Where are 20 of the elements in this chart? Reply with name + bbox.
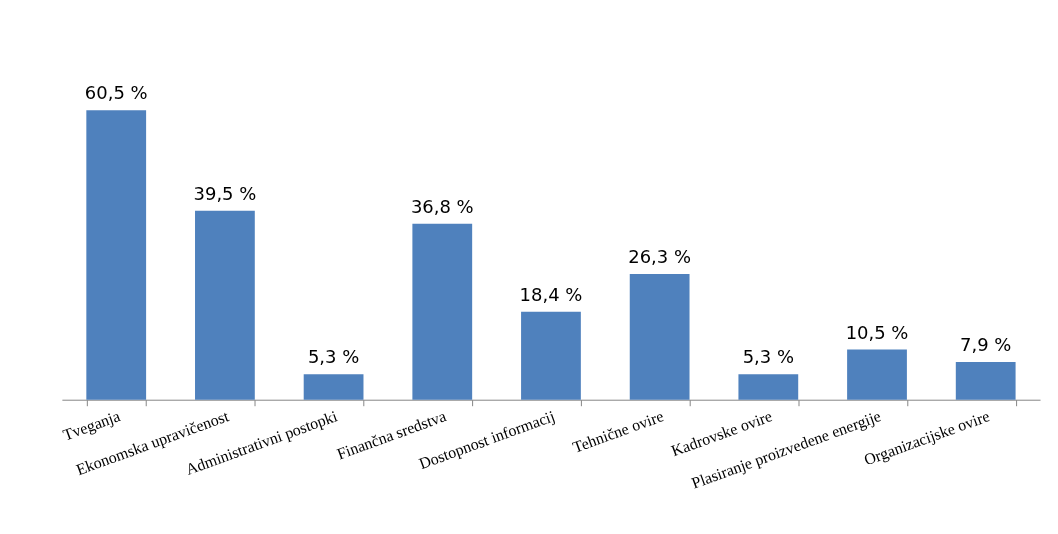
bar [412, 223, 473, 400]
bar [303, 374, 364, 400]
bar [195, 210, 255, 400]
data-label: 5,3 % [307, 346, 360, 368]
bar [847, 349, 907, 400]
x-tick-label: Tveganja [60, 407, 123, 445]
data-label: 10,5 % [845, 321, 909, 343]
data-label: 7,9 % [960, 333, 1012, 355]
bar [521, 311, 581, 400]
bar [86, 110, 147, 400]
data-label: 36,8 % [410, 195, 474, 217]
bar [955, 361, 1016, 400]
data-label: 39,5 % [193, 182, 257, 204]
data-label: 26,3 % [628, 245, 692, 267]
data-label: 18,4 % [519, 283, 583, 305]
x-tick-label: Tehnične ovire [570, 407, 666, 456]
bar [629, 273, 690, 400]
data-label: 5,3 % [742, 346, 794, 368]
bar [738, 374, 799, 400]
data-label: 60,5 % [84, 82, 148, 104]
